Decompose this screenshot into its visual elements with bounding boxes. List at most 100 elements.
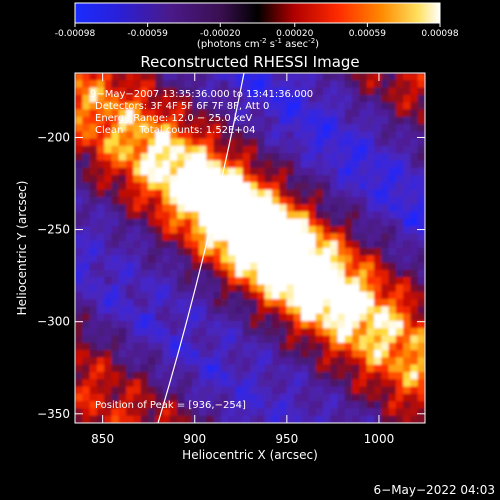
heatmap-cell [301, 269, 309, 278]
heatmap-cell [337, 401, 346, 410]
heatmap-cell [279, 226, 288, 235]
heatmap-cell [184, 350, 193, 358]
heatmap-cell [403, 277, 412, 286]
heatmap-cell [133, 87, 142, 96]
heatmap-cell [250, 328, 258, 337]
heatmap-cell [242, 131, 251, 140]
heatmap-cell [75, 196, 83, 205]
heatmap-cell [293, 204, 302, 213]
heatmap-cell [89, 109, 98, 118]
heatmap-cell [147, 175, 156, 183]
heatmap-cell [213, 182, 222, 191]
heatmap-cell [293, 218, 302, 227]
heatmap-cell [279, 196, 288, 205]
heatmap-cell [381, 87, 390, 96]
heatmap-cell [89, 233, 98, 242]
heatmap-cell [75, 240, 83, 249]
heatmap-cell [301, 218, 309, 227]
annotation-energy-range: Energy Range: 12.0 − 25.0 keV [95, 113, 252, 124]
heatmap-cell [279, 306, 288, 315]
heatmap-cell [133, 299, 142, 307]
heatmap-cell [198, 73, 207, 81]
heatmap-cell [308, 102, 317, 111]
heatmap-cell [191, 342, 200, 351]
annotations: 9−May−2007 13:35:36.000 to 13:41:36.000 … [90, 89, 313, 411]
heatmap-cell [381, 211, 390, 220]
heatmap-cell [147, 218, 156, 227]
heatmap-cell [118, 335, 127, 344]
heatmap-cell [264, 94, 273, 103]
heatmap-cell [169, 320, 178, 329]
heatmap-cell [286, 393, 295, 402]
heatmap-cell [352, 189, 360, 198]
heatmap-cell [96, 94, 105, 103]
heatmap-cell [242, 291, 251, 300]
heatmap-image [75, 73, 425, 423]
heatmap-cell [155, 167, 164, 176]
heatmap-cell [235, 328, 244, 337]
heatmap-cell [213, 357, 222, 366]
heatmap-cell [96, 167, 105, 176]
heatmap-cell [366, 306, 375, 315]
heatmap-cell [111, 218, 120, 227]
heatmap-cell [286, 73, 295, 81]
heatmap-cell [373, 408, 382, 417]
heatmap-cell [235, 175, 244, 183]
heatmap-cell [410, 255, 419, 264]
heatmap-cell [308, 386, 317, 395]
heatmap-cell [118, 182, 127, 191]
heatmap-cell [89, 94, 98, 103]
heatmap-cell [169, 306, 178, 315]
heatmap-cell [381, 284, 390, 293]
heatmap-cell [352, 73, 360, 81]
heatmap-cell [104, 284, 113, 293]
heatmap-cell [410, 357, 419, 366]
heatmap-cell [169, 109, 178, 118]
heatmap-cell [264, 240, 273, 249]
heatmap-cell [96, 175, 105, 183]
heatmap-cell [315, 379, 324, 388]
heatmap-cell [75, 335, 83, 344]
chart-title: Reconstructed RHESSI Image [140, 53, 359, 71]
heatmap-cell [337, 408, 346, 417]
heatmap-cell [279, 211, 288, 220]
heatmap-cell [96, 80, 105, 89]
heatmap-cell [177, 342, 185, 351]
heatmap-cell [359, 131, 368, 140]
heatmap-cell [403, 182, 412, 191]
heatmap-cell [162, 145, 171, 154]
heatmap-cell [315, 145, 324, 154]
heatmap-cell [308, 138, 317, 147]
heatmap-cell [228, 204, 237, 213]
heatmap-cell [315, 109, 324, 118]
heatmap-cell [155, 320, 164, 329]
heatmap-cell [330, 175, 339, 183]
heatmap-cell [206, 350, 215, 358]
heatmap-cell [388, 240, 397, 249]
heatmap-cell [250, 218, 258, 227]
heatmap-cell [169, 342, 178, 351]
heatmap-cell [198, 226, 207, 235]
heatmap-cell [206, 124, 215, 132]
heatmap-cell [169, 204, 178, 213]
heatmap-cell [301, 262, 309, 271]
heatmap-cell [104, 335, 113, 344]
heatmap-cell [359, 277, 368, 286]
heatmap-cell [220, 131, 229, 140]
heatmap-cell [191, 116, 200, 125]
heatmap-cell [417, 175, 425, 183]
heatmap-cell [359, 196, 368, 205]
heatmap-cell [322, 393, 331, 402]
heatmap-cell [220, 320, 229, 329]
heatmap-cell [315, 284, 324, 293]
heatmap-cell [403, 131, 412, 140]
heatmap-cell [242, 357, 251, 366]
heatmap-cell [82, 415, 91, 423]
heatmap-cell [235, 233, 244, 242]
heatmap-cell [228, 313, 237, 322]
heatmap-cell [395, 226, 404, 235]
heatmap-cell [286, 335, 295, 344]
heatmap-cell [417, 255, 425, 264]
heatmap-cell [337, 189, 346, 198]
heatmap-cell [155, 262, 164, 271]
